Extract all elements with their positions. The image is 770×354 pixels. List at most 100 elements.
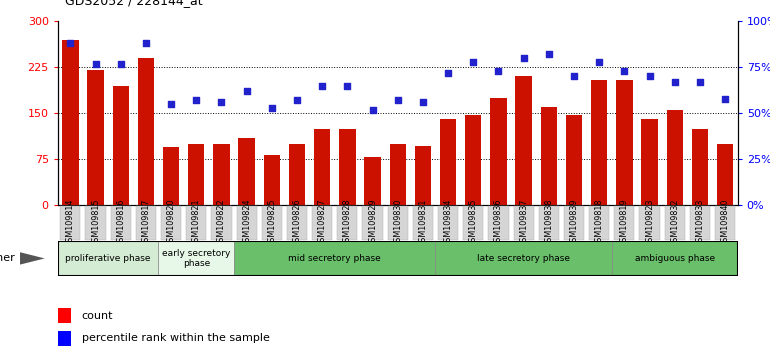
Bar	[85, 206, 105, 240]
Point	[139, 40, 152, 46]
Bar	[690, 206, 710, 240]
Point	[618, 68, 631, 74]
Text: GSM109824: GSM109824	[242, 199, 251, 247]
Bar	[717, 144, 733, 205]
Point	[266, 105, 278, 110]
Bar	[314, 129, 330, 205]
Point	[543, 52, 555, 57]
Text: early secretory
phase: early secretory phase	[162, 249, 230, 268]
Bar	[186, 206, 206, 240]
Text: GSM109822: GSM109822	[217, 199, 226, 247]
Point	[719, 96, 732, 101]
Bar	[715, 206, 735, 240]
Point	[442, 70, 454, 76]
Text: GSM109826: GSM109826	[293, 199, 302, 247]
Point	[467, 59, 480, 64]
Bar	[58, 331, 72, 346]
Bar	[541, 107, 557, 205]
Text: GSM109832: GSM109832	[670, 199, 679, 247]
Bar	[589, 206, 609, 240]
Point	[291, 98, 303, 103]
Bar	[488, 206, 508, 240]
Text: ambiguous phase: ambiguous phase	[634, 254, 715, 263]
Point	[165, 101, 177, 107]
Bar	[490, 98, 507, 205]
Bar	[436, 241, 611, 276]
Text: GSM109815: GSM109815	[91, 199, 100, 247]
Point	[89, 61, 102, 67]
Bar	[539, 206, 559, 240]
Bar	[387, 206, 408, 240]
Bar	[438, 206, 458, 240]
Bar	[665, 206, 685, 240]
Bar	[464, 206, 484, 240]
Text: GSM109833: GSM109833	[695, 199, 705, 247]
Point	[593, 59, 605, 64]
Bar	[515, 76, 532, 205]
Bar	[616, 80, 632, 205]
Bar	[564, 206, 584, 240]
Point	[567, 74, 580, 79]
Text: GSM109830: GSM109830	[393, 199, 402, 247]
Bar	[514, 206, 534, 240]
Bar	[363, 206, 383, 240]
Text: GSM109814: GSM109814	[66, 199, 75, 247]
Bar	[641, 119, 658, 205]
Text: count: count	[82, 311, 113, 321]
Bar	[234, 241, 436, 276]
Bar	[691, 129, 708, 205]
Text: GSM109817: GSM109817	[142, 199, 150, 247]
Text: late secretory phase: late secretory phase	[477, 254, 570, 263]
Text: GSM109821: GSM109821	[192, 199, 201, 247]
Bar	[188, 144, 204, 205]
Polygon shape	[20, 252, 45, 265]
Bar	[312, 206, 332, 240]
Bar	[60, 206, 80, 240]
Text: GSM109827: GSM109827	[318, 199, 326, 247]
Bar	[415, 146, 431, 205]
Point	[115, 61, 127, 67]
Bar	[339, 129, 356, 205]
Text: percentile rank within the sample: percentile rank within the sample	[82, 333, 270, 343]
Text: GSM109816: GSM109816	[116, 199, 126, 247]
Point	[316, 83, 328, 88]
Bar	[611, 241, 738, 276]
Bar	[213, 144, 229, 205]
Text: GSM109818: GSM109818	[594, 199, 604, 247]
Text: GSM109829: GSM109829	[368, 199, 377, 247]
Bar	[364, 158, 380, 205]
Point	[64, 40, 76, 46]
Point	[367, 107, 379, 113]
Point	[240, 88, 253, 94]
Bar	[566, 114, 582, 205]
Bar	[136, 206, 156, 240]
Bar	[58, 241, 159, 276]
Text: proliferative phase: proliferative phase	[65, 254, 151, 263]
Bar	[111, 206, 131, 240]
Bar	[262, 206, 282, 240]
Bar	[138, 58, 154, 205]
Bar	[87, 70, 104, 205]
Text: GSM109828: GSM109828	[343, 199, 352, 247]
Bar	[390, 144, 406, 205]
Bar	[236, 206, 256, 240]
Point	[644, 74, 656, 79]
Text: GSM109839: GSM109839	[570, 199, 578, 247]
Bar	[289, 144, 305, 205]
Bar	[58, 308, 72, 323]
Bar	[614, 206, 634, 240]
Text: GSM109835: GSM109835	[469, 199, 477, 247]
Point	[417, 99, 429, 105]
Bar	[639, 206, 660, 240]
Text: GSM109819: GSM109819	[620, 199, 629, 247]
Bar	[161, 206, 181, 240]
Bar	[440, 119, 457, 205]
Text: GSM109838: GSM109838	[544, 199, 554, 247]
Bar	[667, 110, 683, 205]
Text: GSM109831: GSM109831	[418, 199, 427, 247]
Bar	[163, 147, 179, 205]
Text: mid secretory phase: mid secretory phase	[289, 254, 381, 263]
Bar	[287, 206, 307, 240]
Text: GSM109823: GSM109823	[645, 199, 654, 247]
Text: other: other	[0, 253, 15, 263]
